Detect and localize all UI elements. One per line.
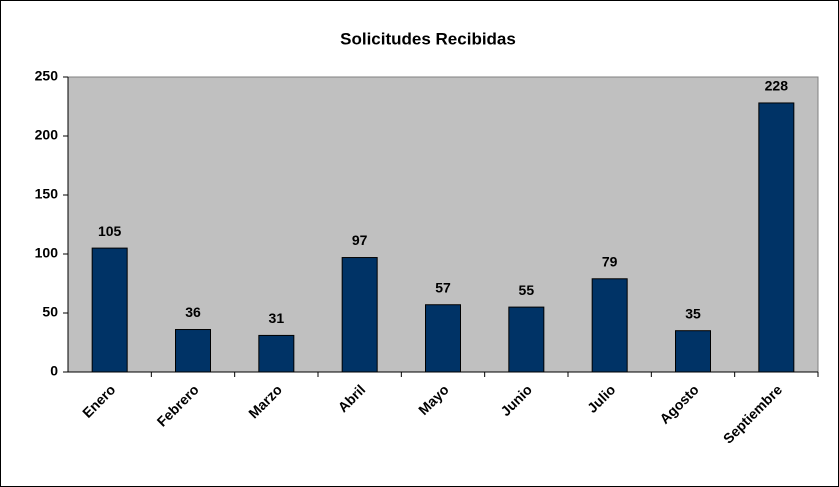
chart-title: Solicitudes Recibidas xyxy=(340,29,516,48)
data-label: 79 xyxy=(602,253,618,269)
bar xyxy=(508,306,545,373)
bar xyxy=(758,102,795,373)
y-tick-label: 150 xyxy=(35,186,59,202)
y-tick-label: 200 xyxy=(35,127,59,143)
data-label: 97 xyxy=(352,232,368,248)
y-tick-label: 250 xyxy=(35,68,59,84)
bar xyxy=(675,330,711,373)
bar xyxy=(341,257,378,373)
data-label: 105 xyxy=(98,223,122,239)
bar xyxy=(91,247,128,373)
bar xyxy=(425,304,461,373)
bar xyxy=(258,334,295,373)
bar xyxy=(591,278,628,373)
data-label: 31 xyxy=(269,310,285,326)
data-label: 57 xyxy=(435,279,451,295)
y-tick-label: 50 xyxy=(42,304,58,320)
y-tick-label: 0 xyxy=(50,363,58,379)
data-label: 35 xyxy=(685,305,701,321)
data-label: 55 xyxy=(519,282,535,298)
y-tick-label: 100 xyxy=(35,245,59,261)
data-label: 36 xyxy=(185,304,201,320)
bar xyxy=(175,329,211,373)
data-label: 228 xyxy=(765,78,789,94)
